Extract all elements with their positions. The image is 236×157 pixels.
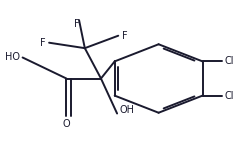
Text: Cl: Cl [224,91,234,101]
Text: F: F [40,38,46,48]
Text: Cl: Cl [224,56,234,66]
Text: OH: OH [119,105,135,115]
Text: F: F [122,31,127,41]
Text: HO: HO [5,52,20,62]
Text: F: F [74,19,80,29]
Text: O: O [63,119,70,129]
